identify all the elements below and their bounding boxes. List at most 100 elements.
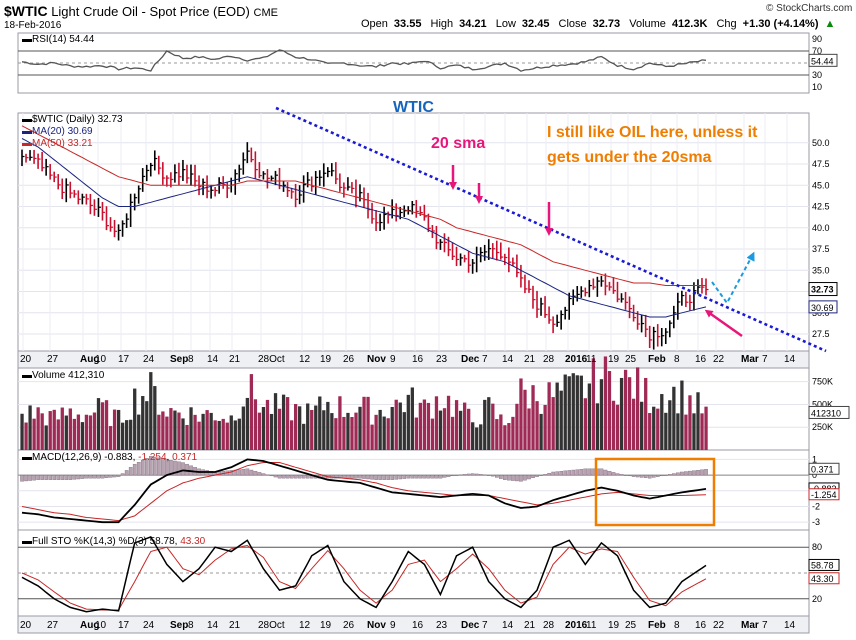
macd-histogram-bar	[88, 474, 93, 479]
ma20-line	[21, 138, 707, 318]
macd-histogram-bar	[96, 474, 101, 479]
volume-bar	[261, 407, 266, 450]
volume-bar	[652, 406, 656, 450]
macd-histogram-bar	[454, 474, 459, 476]
macd-histogram-bar	[688, 470, 692, 476]
macd-histogram-bar	[627, 474, 632, 477]
volume-bar	[310, 409, 314, 450]
rsi-panel	[17, 32, 810, 94]
macd-histogram-bar	[120, 473, 125, 476]
volume-bar	[88, 415, 93, 450]
volume-bar	[76, 414, 81, 450]
volume-bar	[438, 410, 443, 450]
volume-bar	[591, 358, 596, 450]
macd-histogram-bar	[575, 469, 580, 476]
macd-histogram-bar	[603, 469, 608, 476]
macd-histogram-bar	[370, 474, 374, 480]
volume-bar	[555, 382, 559, 450]
macd-histogram-bar	[692, 470, 696, 476]
sma-label: 20 sma	[431, 135, 485, 152]
comment-line-1: I still like OIL here, unless it	[547, 124, 758, 141]
volume-bar	[507, 423, 511, 450]
x-axis-label: 28	[543, 354, 555, 365]
macd-histogram-bar	[651, 474, 656, 478]
x-axis-label: 11	[586, 620, 597, 631]
macd-histogram-bar	[599, 468, 604, 476]
price-tick-label: 47.5	[812, 159, 830, 169]
x-axis-label: Feb	[648, 620, 666, 631]
volume-bar	[410, 387, 414, 450]
volume-bar	[285, 397, 290, 450]
ma20-legend: ▬MA(20) 30.69	[22, 126, 93, 137]
volume-bar	[644, 377, 648, 450]
macd-histogram-bar	[664, 474, 668, 476]
volume-bar	[491, 403, 495, 450]
change-label: Chg	[716, 18, 737, 30]
x-axis-label: 21	[229, 354, 241, 365]
x-axis-label: 19	[320, 354, 332, 365]
macd-histogram-bar	[458, 474, 463, 476]
macd-histogram-bar	[394, 474, 399, 480]
high-value: 34.21	[459, 18, 487, 30]
volume-bar	[80, 422, 85, 450]
close-value: 32.73	[592, 18, 621, 30]
volume-bar	[680, 380, 684, 450]
volume-bar	[257, 412, 262, 450]
x-axis-label: 17	[118, 354, 130, 365]
volume-bar	[169, 408, 173, 450]
ma20-value-tag	[808, 300, 838, 314]
change-up-icon: ▲	[824, 18, 836, 30]
macd-histogram-bar	[511, 474, 515, 481]
macd-histogram-bar	[382, 474, 386, 480]
macd-histogram-bar	[631, 474, 636, 477]
volume-bar	[527, 408, 531, 450]
x-axis-label: 26	[343, 354, 355, 365]
x-axis-label: 21	[524, 620, 536, 631]
macd-histogram-bar	[668, 474, 672, 476]
volume-bar	[672, 386, 676, 450]
macd-histogram-bar	[273, 474, 278, 478]
x-axis-label: 22	[713, 354, 725, 365]
rsi-tick-label: 90	[812, 34, 822, 44]
ma50-legend: ▬MA(50) 33.21	[22, 138, 93, 149]
sto-value-tag	[808, 572, 840, 585]
macd-histogram-bar	[704, 469, 708, 476]
macd-histogram-bar	[124, 470, 129, 476]
macd-histogram-bar	[676, 472, 680, 476]
x-axis-label: 25	[625, 620, 637, 631]
volume-label: Volume	[629, 18, 666, 30]
macd-value-tag	[808, 462, 840, 475]
volume-bar	[487, 397, 491, 450]
rsi-value-tag-text: 54.44	[811, 56, 834, 66]
volume-bar	[362, 396, 366, 450]
macd-histogram-bar	[374, 474, 378, 480]
x-axis-label: 17	[118, 620, 130, 631]
x-axis-label: 9	[390, 620, 396, 631]
volume-bar	[696, 392, 700, 450]
volume-bar	[426, 402, 431, 450]
macd-histogram-bar	[563, 470, 568, 476]
x-axis-band-bottom	[17, 615, 810, 634]
x-axis-label: 8	[188, 620, 194, 631]
volume-bar	[587, 383, 592, 450]
volume-bar	[627, 377, 632, 450]
chart-title: $WTIC Light Crude Oil - Spot Price (EOD)…	[4, 3, 278, 19]
macd-histogram-bar	[438, 474, 443, 479]
low-value: 32.45	[521, 18, 550, 30]
x-axis-label: Dec	[461, 620, 480, 631]
x-axis-label: 23	[436, 354, 448, 365]
volume-bar	[631, 398, 636, 450]
volume-bar	[253, 399, 258, 450]
volume-bar	[64, 415, 68, 450]
forecast-arrow	[711, 251, 755, 305]
volume-bar	[398, 402, 402, 450]
chart-date: 18-Feb-2016	[4, 20, 62, 31]
open-value: 33.55	[393, 18, 422, 30]
x-axis-label: 16	[412, 620, 424, 631]
volume-bar	[660, 394, 664, 450]
volume-bar	[205, 410, 209, 450]
macd-histogram-bar	[366, 474, 370, 480]
volume-bar	[326, 401, 330, 450]
volume-bar	[547, 382, 551, 450]
